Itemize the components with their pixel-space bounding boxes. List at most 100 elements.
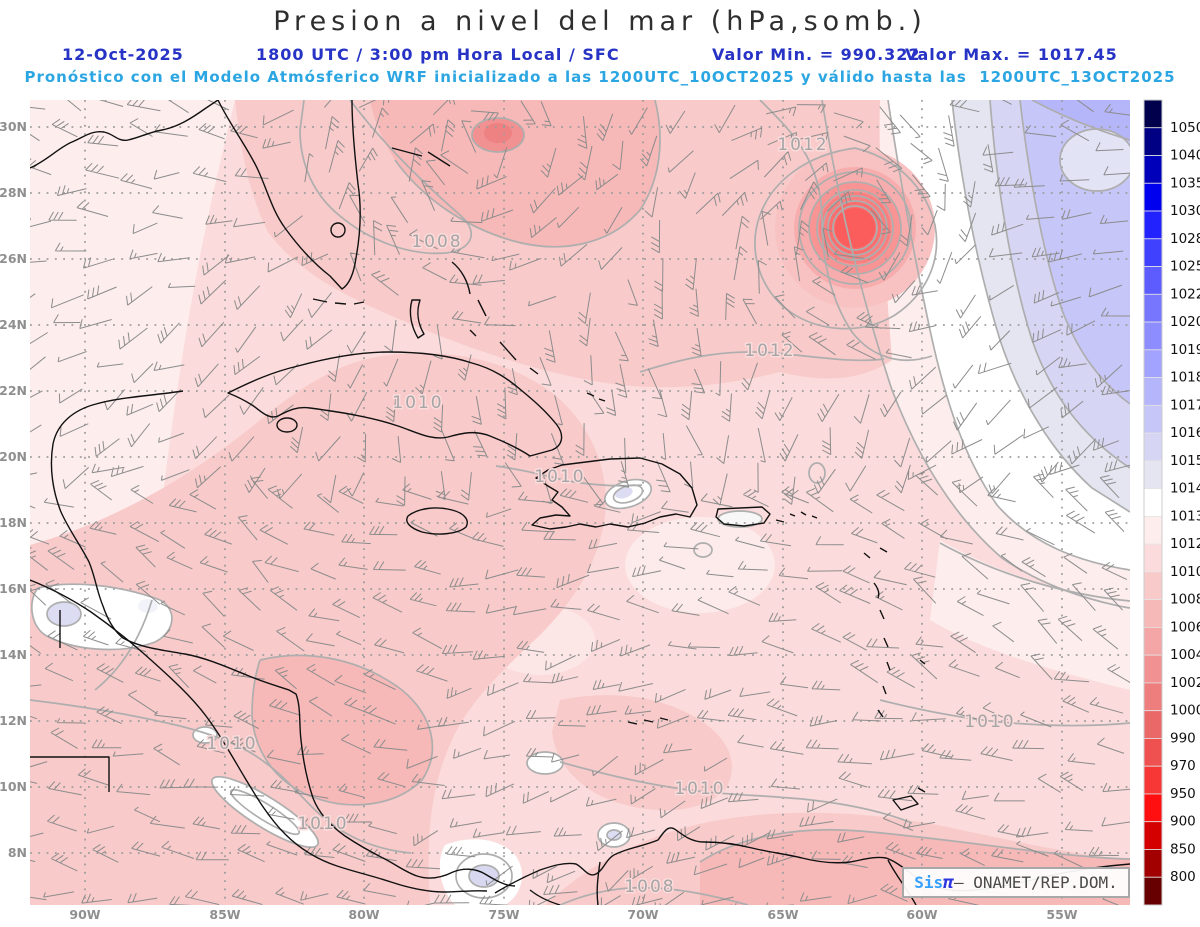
colorbar-tick-label: 1010 xyxy=(1170,564,1200,580)
colorbar-cell xyxy=(1143,349,1163,378)
lat-tick-label: 14N xyxy=(0,647,27,662)
colorbar-cell xyxy=(1143,599,1163,628)
colorbar-cell xyxy=(1143,210,1163,240)
axis-labels: 30N 28N 26N 24N 22N 20N 18N 16N 14N 12N 10N 8N 90W 85… xyxy=(0,119,1078,922)
contour-labels: 1012 1008 1012 1010 1010 1010 1010 1010 1010 1008 xyxy=(205,134,1015,899)
lon-tick-label: 85W xyxy=(209,907,240,922)
colorbar-cell xyxy=(1143,404,1163,434)
contour-value-label: 1010 xyxy=(964,712,1015,732)
colorbar-cell xyxy=(1143,571,1163,601)
colorbar-tick-label: 950 xyxy=(1170,786,1196,802)
colorbar-cell xyxy=(1143,765,1163,795)
colorbar-cell xyxy=(1143,99,1163,129)
colorbar-cell xyxy=(1143,266,1163,295)
lat-tick-label: 24N xyxy=(0,317,27,332)
colorbar-tick-label: 990 xyxy=(1170,730,1196,746)
lat-tick-label: 10N xyxy=(0,779,27,794)
contour-value-label: 1008 xyxy=(624,877,675,897)
colorbar-tick-label: 1002 xyxy=(1170,675,1200,691)
contour-value-label: 1012 xyxy=(744,341,795,361)
colorbar-tick-label: 1025 xyxy=(1170,259,1200,275)
colorbar-cell xyxy=(1143,543,1163,573)
contour-value-label: 1010 xyxy=(297,814,348,834)
colorbar-cell xyxy=(1143,793,1163,823)
lat-tick-label: 28N xyxy=(0,185,27,200)
colorbar-cell xyxy=(1143,321,1163,351)
lat-tick-label: 16N xyxy=(0,581,27,596)
puerto-rico-coast xyxy=(715,506,771,527)
colorbar-tick-label: 850 xyxy=(1170,841,1196,857)
colorbar-cell xyxy=(1143,488,1163,517)
lon-tick-label: 65W xyxy=(767,907,798,922)
lon-tick-label: 80W xyxy=(348,907,379,922)
lat-tick-label: 18N xyxy=(0,515,27,530)
colorbar-cell xyxy=(1143,627,1163,656)
attribution-org: – ONAMET/REP.DOM. xyxy=(953,873,1118,892)
colorbar-tick-label: 1020 xyxy=(1170,314,1200,330)
value-max: Valor Max. = 1017.45 xyxy=(905,45,1118,64)
brand-pi-icon: π xyxy=(943,872,954,893)
colorbar-tick-label: 1019 xyxy=(1170,342,1200,358)
lat-tick-label: 8N xyxy=(8,845,27,860)
colorbar-tick-label: 1013 xyxy=(1170,508,1200,524)
colorbar-cell xyxy=(1143,127,1163,156)
wind-barbs xyxy=(30,100,1130,905)
map-area: 1012 1008 1012 1010 1010 1010 1010 1010 1010 1008 xyxy=(30,100,1130,905)
colorbar-tick-label: 1016 xyxy=(1170,425,1200,441)
contour-value-label: 1010 xyxy=(392,393,443,413)
lon-tick-label: 75W xyxy=(488,907,519,922)
contour-value-label: 1010 xyxy=(674,779,725,799)
contour-value-label: 1012 xyxy=(777,135,828,155)
contour-value-label: 1010 xyxy=(534,467,585,487)
lat-tick-label: 22N xyxy=(0,383,27,398)
colorbar-tick-label: 1030 xyxy=(1170,203,1200,219)
colorbar-cell xyxy=(1143,876,1163,906)
lon-tick-label: 60W xyxy=(906,907,937,922)
central-america-coast xyxy=(50,390,516,887)
map-title: Presion a nivel del mar (hPa,somb.) xyxy=(273,6,927,37)
contour-value-label: 1010 xyxy=(206,734,257,754)
colorbar-cell xyxy=(1143,377,1163,406)
colorbar-tick-label: 1035 xyxy=(1170,175,1200,191)
colorbar-cell xyxy=(1143,849,1163,878)
lon-tick-label: 70W xyxy=(627,907,658,922)
lat-tick-label: 26N xyxy=(0,251,27,266)
lat-tick-label: 12N xyxy=(0,713,27,728)
brand-sis: Sis xyxy=(914,873,944,892)
colorbar-cell xyxy=(1143,654,1163,684)
colorbar-tick-label: 1017 xyxy=(1170,397,1200,413)
colorbar-tick-label: 1008 xyxy=(1170,592,1200,608)
colorbar-cell xyxy=(1143,293,1163,323)
lon-tick-label: 90W xyxy=(69,907,100,922)
colorbar-cell xyxy=(1143,182,1163,212)
colorbar-tick-label: 1000 xyxy=(1170,703,1200,719)
forecast-init-line: Pronóstico con el Modelo Atmósferico WRF… xyxy=(24,68,1176,86)
colorbar-tick-label: 800 xyxy=(1170,869,1196,885)
colorbar-cell xyxy=(1143,738,1163,767)
colorbar-cell xyxy=(1143,155,1163,184)
colorbar-cell xyxy=(1143,515,1163,545)
colorbar-cell xyxy=(1143,821,1163,850)
colorbar: 1050 1040 1035 1030 1028 1025 1022 1020 1019 1018… xyxy=(1143,99,1200,906)
colorbar-cell xyxy=(1143,710,1163,739)
colorbar-cell xyxy=(1143,238,1163,267)
colorbar-tick-label: 1040 xyxy=(1170,148,1200,164)
colorbar-cell xyxy=(1143,682,1163,712)
value-min: Valor Min. = 990.322 xyxy=(712,45,921,64)
contour-value-label: 1008 xyxy=(411,232,462,252)
colorbar-tick-label: 1004 xyxy=(1170,647,1200,663)
colorbar-tick-label: 900 xyxy=(1170,814,1196,830)
hispaniola-coast xyxy=(531,457,698,530)
lat-tick-label: 20N xyxy=(0,449,27,464)
cuba-coast xyxy=(227,351,563,457)
colorbar-tick-label: 1006 xyxy=(1170,619,1200,635)
pacific-coast xyxy=(30,579,488,893)
colorbar-tick-label: 1014 xyxy=(1170,481,1200,497)
colorbar-tick-label: 1018 xyxy=(1170,370,1200,386)
colorbar-cell xyxy=(1143,460,1163,490)
jamaica-coast xyxy=(406,507,468,535)
colorbar-tick-label: 1050 xyxy=(1170,120,1200,136)
attribution-box: Sis π – ONAMET/REP.DOM. xyxy=(902,867,1130,898)
